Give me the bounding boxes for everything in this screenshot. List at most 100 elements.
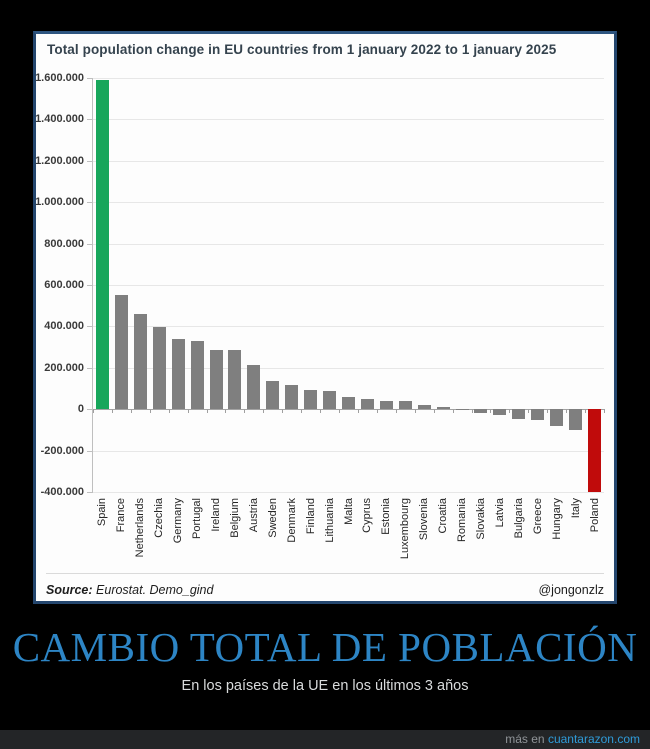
- x-axis-tick: [471, 409, 473, 414]
- x-tick-label: Italy: [569, 498, 582, 519]
- y-axis-tick: [87, 285, 93, 286]
- x-tick-label: Netherlands: [134, 498, 147, 558]
- y-axis-tick: [87, 243, 93, 245]
- y-axis-tick: [87, 78, 93, 79]
- chart-title: Total population change in EU countries …: [47, 42, 557, 57]
- x-axis-tick: [149, 409, 151, 414]
- source-label: Source:: [46, 583, 93, 597]
- gridline: [93, 119, 604, 121]
- x-tick-label: Portugal: [191, 498, 204, 539]
- y-axis-tick: [87, 202, 93, 204]
- y-tick-label: 400.000: [44, 320, 84, 333]
- x-tick-label: Austria: [247, 498, 260, 533]
- x-tick-label: Luxembourg: [399, 498, 412, 560]
- x-axis-tick: [509, 409, 511, 414]
- x-tick-label: Malta: [342, 498, 355, 525]
- bar-croatia: [436, 407, 450, 410]
- bar-finland: [304, 389, 318, 410]
- x-tick-label: Germany: [172, 498, 185, 544]
- bar-romania: [455, 408, 469, 410]
- bar-chart-plot-area: 1.600.000 1.400.000 1.200.000 1.000.000 800.…: [35, 72, 605, 559]
- x-axis-tick: [206, 409, 208, 414]
- bar-malta: [342, 396, 355, 410]
- x-axis-tick: [282, 409, 284, 414]
- bar-cyprus: [360, 398, 374, 410]
- bar-denmark: [285, 385, 299, 410]
- bar-italy: [569, 409, 583, 430]
- x-tick-label: Estonia: [380, 498, 393, 535]
- x-axis-tick: [111, 409, 113, 414]
- x-axis-tick: [301, 409, 303, 414]
- x-tick-label: Slovakia: [474, 498, 487, 540]
- gridline: [93, 160, 604, 162]
- x-tick-label: Finland: [304, 498, 317, 535]
- source-note: Source: Eurostat. Demo_gind: [46, 583, 213, 597]
- x-tick-label: Lithuania: [323, 498, 336, 543]
- x-axis-tick: [339, 409, 341, 414]
- x-tick-label: Sweden: [266, 498, 279, 538]
- bar-sweden: [266, 381, 280, 410]
- x-tick-label: Slovenia: [418, 498, 431, 541]
- bar-germany: [171, 338, 185, 410]
- x-axis-tick: [490, 409, 492, 414]
- bar-poland: [588, 409, 602, 492]
- y-axis-tick: [87, 326, 93, 328]
- bar-luxembourg: [398, 400, 412, 410]
- x-axis-tick: [320, 409, 322, 414]
- y-tick-label: 1.400.000: [35, 113, 84, 126]
- watermark-prefix: más en: [505, 732, 545, 746]
- x-tick-label: Czechia: [153, 498, 166, 538]
- x-axis-tick: [528, 409, 530, 414]
- x-axis-tick: [357, 409, 359, 414]
- y-tick-label: 0: [77, 403, 84, 416]
- y-tick-label: 200.000: [44, 361, 84, 374]
- x-axis-tick: [93, 409, 94, 414]
- bar-netherlands: [133, 313, 147, 410]
- gridline: [93, 450, 604, 452]
- bar-czechia: [152, 327, 166, 410]
- x-tick-label: Greece: [531, 498, 544, 535]
- y-axis-tick: [87, 450, 93, 452]
- gridline: [93, 78, 604, 79]
- x-axis-tick: [566, 409, 568, 414]
- bar-slovakia: [474, 409, 488, 414]
- gridline: [93, 285, 604, 286]
- x-axis-tick: [414, 409, 416, 414]
- x-axis-tick: [130, 409, 132, 414]
- x-tick-label: Croatia: [437, 498, 450, 534]
- y-tick-label: -400.000: [40, 486, 84, 498]
- x-tick-label: Denmark: [285, 498, 298, 543]
- y-tick-label: 600.000: [44, 279, 84, 291]
- x-axis-tick: [604, 409, 605, 414]
- gridline: [93, 409, 604, 411]
- bar-spain: [95, 80, 109, 410]
- x-axis-tick: [244, 409, 246, 414]
- bar-estonia: [379, 400, 393, 410]
- x-axis-tick: [452, 409, 454, 414]
- y-axis-tick: [87, 492, 93, 493]
- bar-greece: [531, 409, 545, 420]
- gridline: [93, 202, 604, 204]
- watermark-site-link[interactable]: cuantarazon.com: [547, 732, 640, 746]
- gridline: [93, 367, 604, 369]
- x-tick-label: Latvia: [493, 498, 506, 528]
- x-axis-tick: [168, 409, 170, 414]
- y-axis-tick: [87, 119, 93, 121]
- x-tick-label: Belgium: [228, 498, 241, 538]
- y-axis-tick: [87, 160, 93, 162]
- y-tick-label: 1.000.000: [35, 196, 84, 209]
- caption-title: CAMBIO TOTAL DE POBLACIÓN: [12, 624, 638, 670]
- x-axis-tick: [395, 409, 397, 414]
- y-tick-label: -200.000: [40, 444, 84, 457]
- x-tick-label: Cyprus: [361, 498, 374, 533]
- bar-bulgaria: [512, 409, 526, 419]
- author-credit: @jongonzlz: [538, 583, 604, 597]
- gridline: [93, 326, 604, 328]
- x-tick-label: Bulgaria: [512, 498, 525, 539]
- bar-ireland: [209, 350, 223, 410]
- x-tick-label: Poland: [588, 498, 601, 533]
- chart-footer: Source: Eurostat. Demo_gind @jongonzlz: [46, 573, 604, 597]
- bar-portugal: [190, 340, 204, 410]
- bar-belgium: [228, 350, 242, 410]
- x-tick-label: Spain: [96, 498, 109, 527]
